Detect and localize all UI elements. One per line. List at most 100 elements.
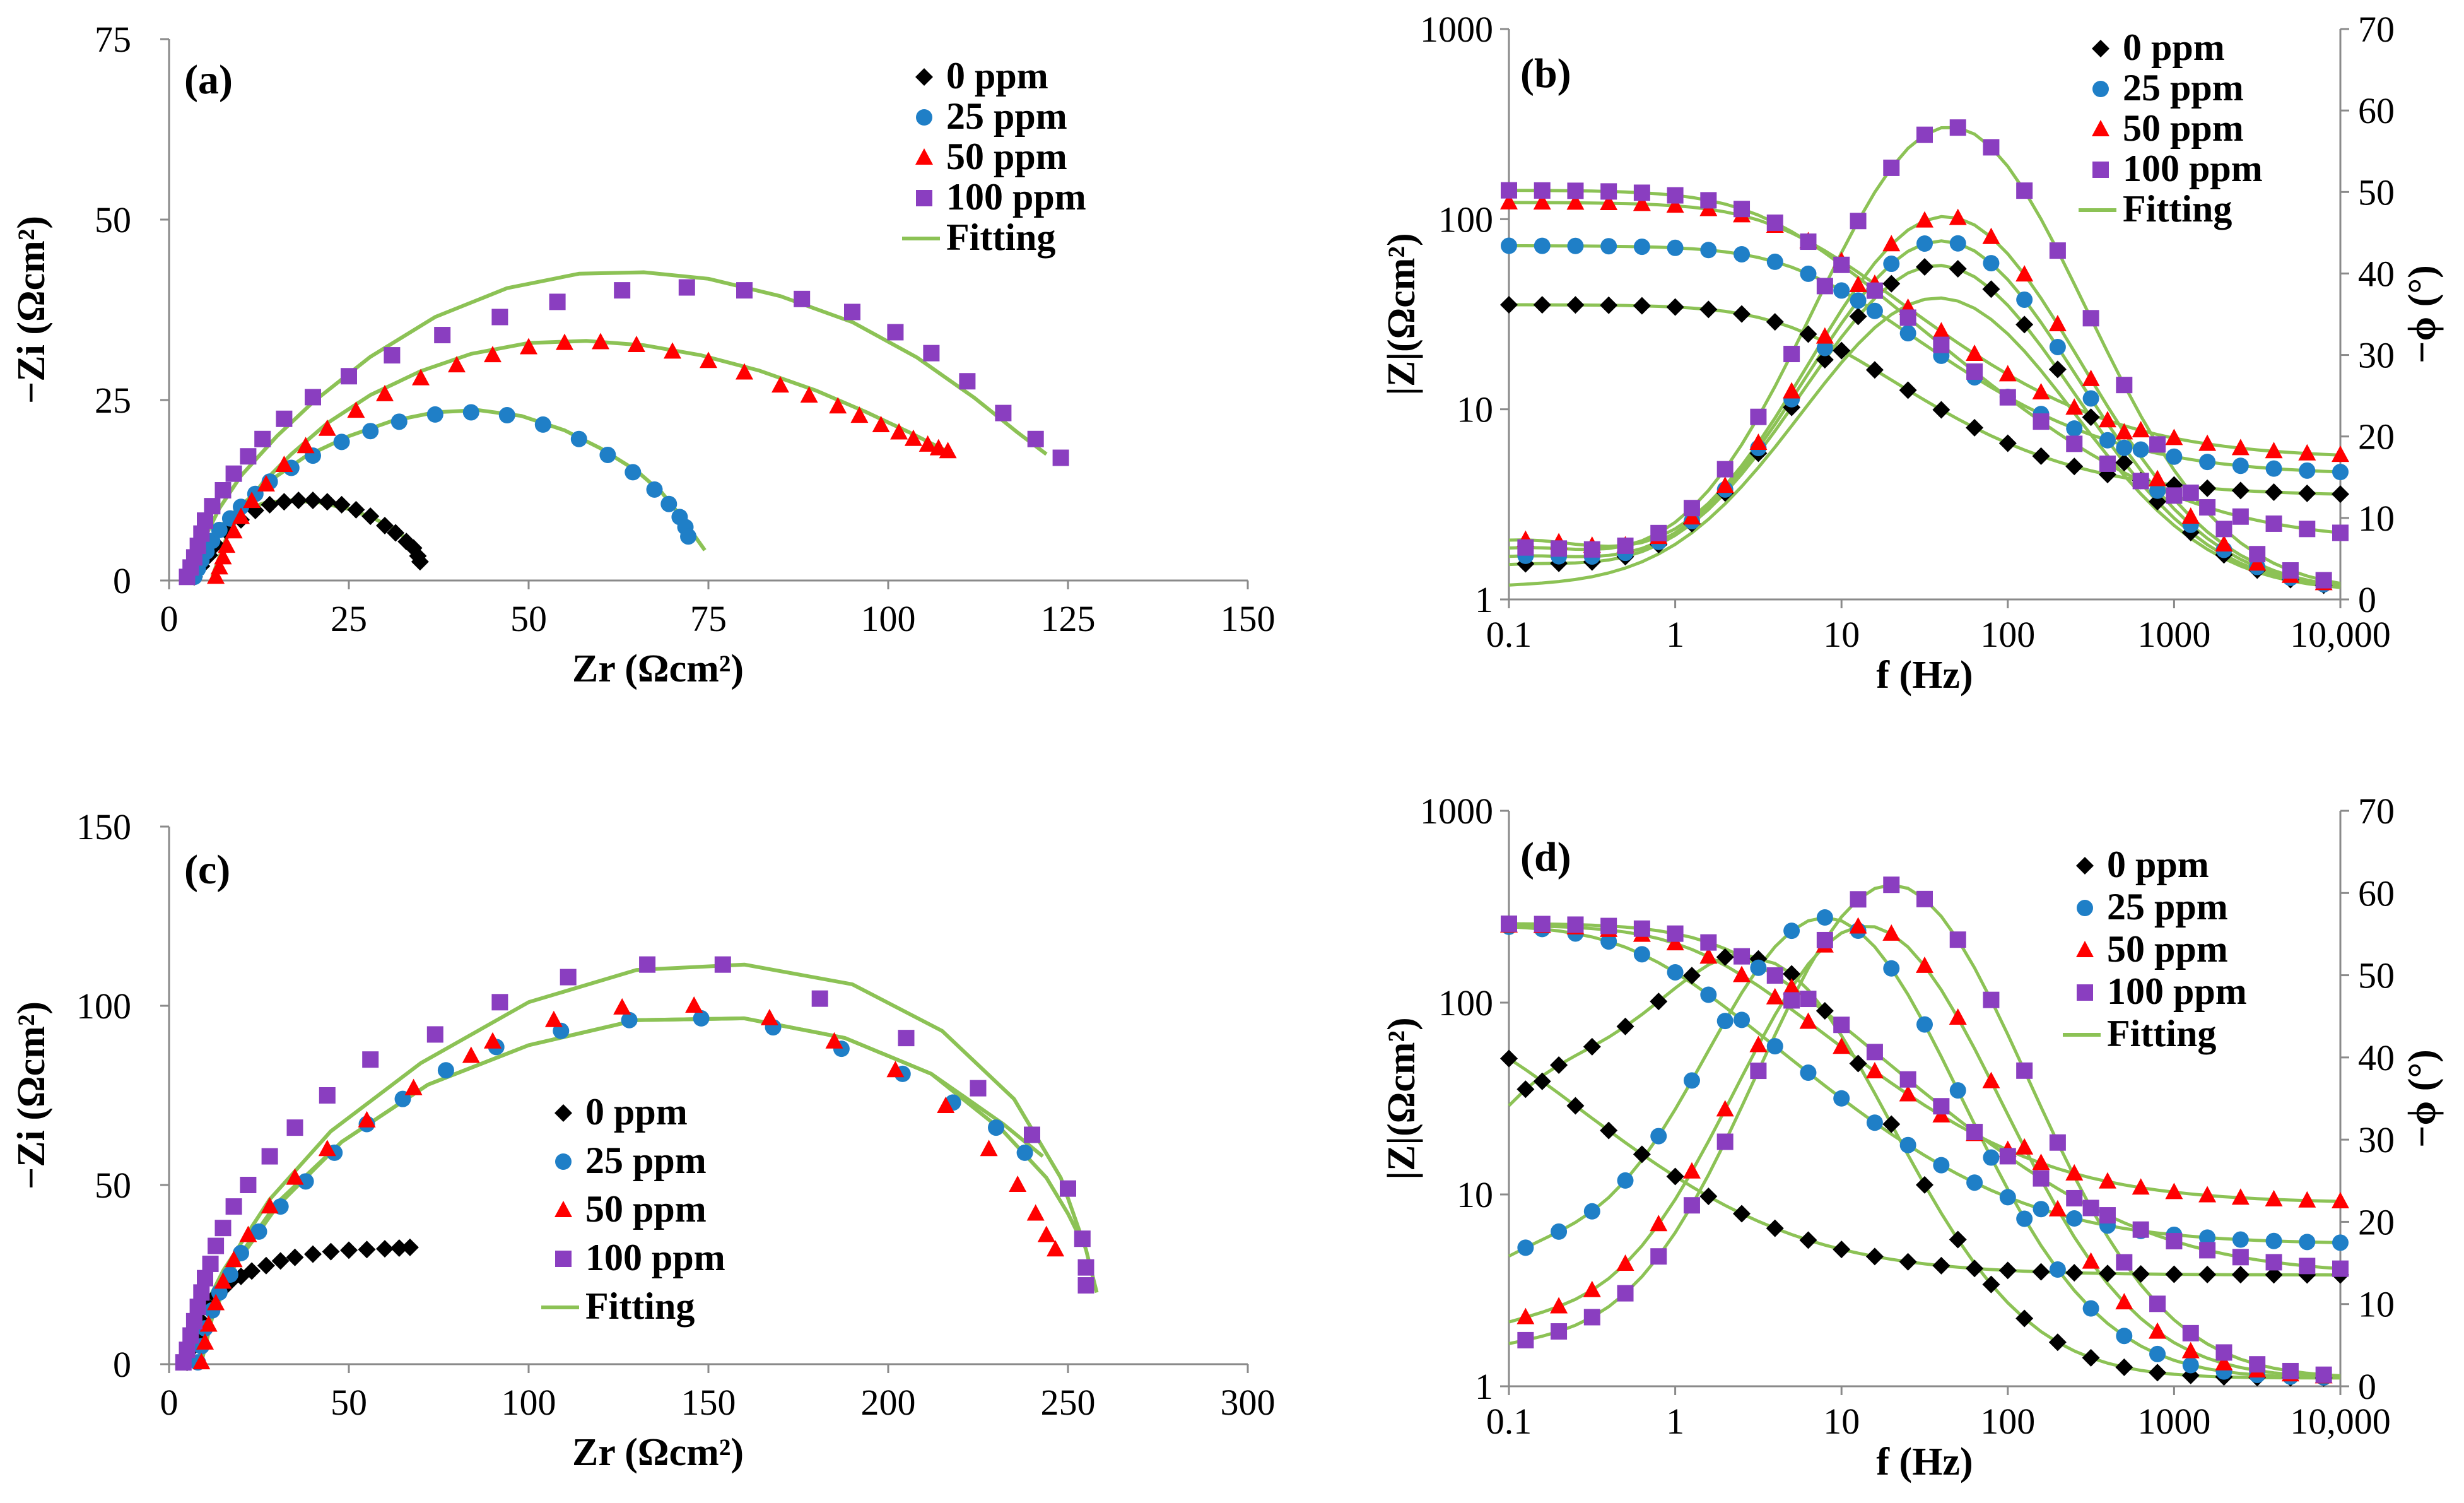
data-point xyxy=(1716,1013,1734,1030)
data-point xyxy=(2049,338,2066,355)
data-point xyxy=(714,956,731,973)
data-point xyxy=(959,373,976,390)
data-point xyxy=(1500,192,1518,209)
data-point xyxy=(680,528,697,545)
data-point xyxy=(2215,535,2233,552)
data-point xyxy=(1500,1049,1518,1068)
data-point xyxy=(2065,398,2084,415)
x-tick-label: 125 xyxy=(1041,598,1096,639)
data-point xyxy=(1882,1115,1901,1133)
data-point xyxy=(2265,483,2283,502)
data-point xyxy=(549,293,566,310)
data-point xyxy=(2048,314,2067,331)
data-point xyxy=(1700,934,1717,951)
data-point xyxy=(2165,428,2183,445)
data-point xyxy=(361,507,380,526)
data-point xyxy=(850,406,869,423)
data-point xyxy=(1866,1114,1883,1131)
data-point xyxy=(1501,182,1517,199)
x-tick-label: 100 xyxy=(502,1382,556,1423)
data-point xyxy=(411,553,429,571)
data-point xyxy=(2016,1210,2033,1227)
data-point xyxy=(2115,454,2133,472)
legend-marker xyxy=(554,1104,572,1122)
data-point xyxy=(1850,292,1867,309)
data-point xyxy=(1966,344,1984,361)
data-point xyxy=(1650,1128,1667,1145)
data-point xyxy=(1766,987,1784,1005)
data-point xyxy=(2199,1242,2216,1259)
data-point xyxy=(2332,464,2349,481)
data-point xyxy=(2098,411,2116,428)
data-point xyxy=(196,1333,214,1350)
data-point xyxy=(2082,369,2100,386)
data-point xyxy=(1060,1180,1076,1197)
data-point xyxy=(1077,1259,1094,1276)
legend-label: 50 ppm xyxy=(946,136,1067,177)
data-point xyxy=(1027,430,1044,447)
data-point xyxy=(214,1272,232,1289)
data-point xyxy=(225,1251,243,1268)
data-point xyxy=(2132,1178,2150,1195)
series-50-ppm xyxy=(207,333,957,584)
legend-label: 50 ppm xyxy=(585,1188,707,1230)
data-point xyxy=(319,1087,336,1104)
series-50-ppm-phase xyxy=(1517,208,2333,591)
data-point xyxy=(1683,500,1700,517)
data-point xyxy=(1966,363,1983,380)
series-100-ppm xyxy=(175,956,1094,1371)
data-point xyxy=(218,536,236,553)
y-axis-title: |Z|(Ωcm²) xyxy=(1380,233,1423,395)
data-point xyxy=(1600,917,1617,934)
data-point xyxy=(1916,1016,1933,1033)
data-point xyxy=(390,1239,408,1257)
data-point xyxy=(560,969,577,986)
legend-label: 25 ppm xyxy=(2107,886,2228,928)
data-point xyxy=(1766,214,1783,231)
legend-label: 100 ppm xyxy=(585,1237,725,1278)
data-point xyxy=(2298,444,2316,461)
data-point xyxy=(2065,1164,2084,1181)
x-axis-title: Zr (Ωcm²) xyxy=(572,1431,744,1474)
data-point xyxy=(1882,235,1901,252)
data-point xyxy=(1517,1307,1535,1324)
x-tick-label: 0 xyxy=(160,1382,179,1423)
data-point xyxy=(1633,239,1650,256)
data-point xyxy=(1816,931,1833,948)
data-point xyxy=(1998,365,2017,382)
data-point xyxy=(387,524,405,542)
y-tick-label: 1000 xyxy=(1420,9,1493,50)
data-point xyxy=(1783,965,1801,983)
data-point xyxy=(2332,524,2349,541)
data-point xyxy=(1833,1017,1850,1034)
data-point xyxy=(1567,916,1584,933)
data-point xyxy=(491,994,508,1011)
data-point xyxy=(1517,1239,1534,1256)
data-point xyxy=(193,1284,210,1301)
data-point xyxy=(1865,361,1884,379)
data-point xyxy=(898,1030,915,1047)
data-point xyxy=(1501,237,1517,254)
data-point xyxy=(199,1315,218,1332)
data-point xyxy=(1883,159,1900,176)
legend-marker xyxy=(555,1251,572,1267)
data-point xyxy=(678,279,695,296)
data-point xyxy=(2116,1328,2133,1345)
data-point xyxy=(1009,1176,1027,1192)
data-point xyxy=(1949,931,1966,948)
data-point xyxy=(1833,1090,1850,1107)
data-point xyxy=(2166,448,2183,465)
data-point xyxy=(1916,956,1933,973)
data-point xyxy=(2066,435,2083,452)
data-point xyxy=(290,492,308,510)
data-point xyxy=(1800,233,1817,250)
y-tick-label: 0 xyxy=(113,1344,131,1385)
data-point xyxy=(1932,322,1951,339)
data-point xyxy=(204,498,221,515)
data-point xyxy=(1916,1176,1933,1194)
x-tick-label: 10,000 xyxy=(2290,1401,2391,1442)
data-point xyxy=(304,1245,322,1263)
data-point xyxy=(257,1256,275,1275)
data-point xyxy=(376,517,394,535)
data-point xyxy=(2033,413,2050,430)
